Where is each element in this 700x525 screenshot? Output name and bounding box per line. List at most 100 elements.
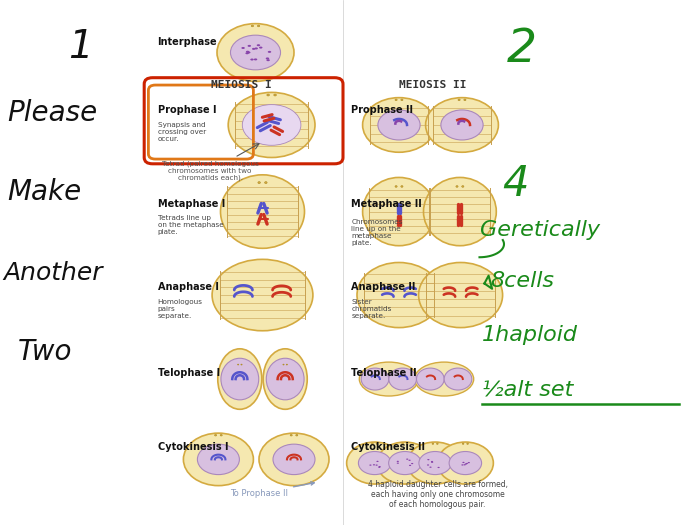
Ellipse shape [248, 45, 251, 47]
Text: 1: 1 [68, 28, 93, 66]
Ellipse shape [449, 452, 482, 475]
Text: 2: 2 [506, 27, 537, 72]
Ellipse shape [467, 443, 468, 444]
Text: Cytokinesis I: Cytokinesis I [158, 442, 228, 453]
Text: Make: Make [7, 177, 81, 206]
Ellipse shape [429, 467, 432, 468]
Ellipse shape [183, 433, 253, 486]
Ellipse shape [357, 262, 441, 328]
Ellipse shape [228, 92, 315, 158]
Ellipse shape [427, 459, 430, 460]
Ellipse shape [246, 52, 248, 54]
Text: Telophase II: Telophase II [351, 368, 417, 378]
Ellipse shape [407, 442, 463, 484]
Ellipse shape [361, 368, 388, 390]
Ellipse shape [268, 51, 271, 53]
Ellipse shape [259, 433, 329, 486]
Ellipse shape [257, 44, 260, 46]
Ellipse shape [441, 110, 483, 140]
Ellipse shape [419, 452, 452, 475]
Ellipse shape [252, 48, 256, 50]
Text: 8cells: 8cells [490, 271, 554, 291]
Ellipse shape [241, 364, 242, 365]
Ellipse shape [438, 442, 494, 484]
Ellipse shape [286, 364, 288, 365]
Ellipse shape [378, 110, 420, 140]
Text: 4 haploid daughter cells are formed,
each having only one chromosome
of each hom: 4 haploid daughter cells are formed, eac… [368, 480, 508, 509]
Ellipse shape [397, 463, 399, 464]
Ellipse shape [426, 98, 498, 152]
Ellipse shape [409, 465, 411, 466]
Ellipse shape [408, 460, 411, 461]
Ellipse shape [242, 104, 301, 145]
Ellipse shape [346, 442, 402, 484]
Ellipse shape [427, 465, 429, 466]
Ellipse shape [358, 452, 391, 475]
Ellipse shape [265, 182, 267, 184]
Text: Chromosomes
line up on the
metaphase
plate.: Chromosomes line up on the metaphase pla… [351, 219, 403, 246]
Ellipse shape [370, 465, 372, 466]
Ellipse shape [258, 25, 260, 27]
Text: Prophase II: Prophase II [351, 105, 414, 116]
Ellipse shape [431, 461, 433, 462]
Text: Sister
chromatids
separate.: Sister chromatids separate. [351, 299, 392, 319]
Ellipse shape [363, 177, 435, 246]
Ellipse shape [251, 58, 253, 60]
Ellipse shape [461, 464, 463, 466]
Ellipse shape [274, 94, 276, 96]
Text: Geretically: Geretically [480, 220, 599, 240]
Ellipse shape [397, 461, 399, 462]
Ellipse shape [432, 443, 434, 444]
Text: MEIOSIS II: MEIOSIS II [399, 80, 466, 90]
Ellipse shape [212, 259, 313, 331]
Ellipse shape [376, 443, 378, 444]
Text: 1haploid: 1haploid [482, 325, 578, 345]
Ellipse shape [468, 462, 470, 463]
Text: Synapsis and
crossing over
occur.: Synapsis and crossing over occur. [158, 122, 206, 142]
Text: Two: Two [18, 338, 72, 366]
Text: Tetrads line up
on the metaphase
plate.: Tetrads line up on the metaphase plate. [158, 215, 223, 235]
Ellipse shape [462, 443, 464, 444]
Ellipse shape [267, 94, 270, 96]
Ellipse shape [395, 186, 397, 187]
Text: Anaphase II: Anaphase II [351, 282, 416, 292]
Ellipse shape [266, 57, 270, 59]
Ellipse shape [295, 435, 298, 436]
Ellipse shape [254, 58, 258, 60]
Text: Telophase I: Telophase I [158, 368, 220, 378]
Text: To Prophase II: To Prophase II [230, 482, 314, 498]
Ellipse shape [273, 444, 315, 475]
Ellipse shape [258, 182, 260, 184]
Ellipse shape [401, 99, 403, 101]
Ellipse shape [246, 51, 249, 53]
Ellipse shape [218, 349, 262, 410]
Ellipse shape [220, 175, 304, 248]
Ellipse shape [267, 59, 270, 61]
Ellipse shape [251, 25, 253, 27]
Ellipse shape [416, 368, 444, 390]
Ellipse shape [463, 464, 466, 466]
Ellipse shape [283, 364, 284, 365]
Ellipse shape [401, 186, 403, 187]
Ellipse shape [373, 464, 375, 466]
Text: Metaphase I: Metaphase I [158, 198, 225, 209]
Ellipse shape [402, 443, 403, 444]
Ellipse shape [372, 443, 373, 444]
Text: Metaphase II: Metaphase II [351, 198, 422, 209]
Text: 4: 4 [503, 163, 529, 205]
Text: Another: Another [4, 261, 103, 285]
Ellipse shape [466, 463, 468, 464]
Ellipse shape [290, 435, 293, 436]
Ellipse shape [406, 458, 408, 460]
Ellipse shape [241, 47, 245, 49]
Ellipse shape [266, 358, 304, 400]
Text: Homologous
pairs
separate.: Homologous pairs separate. [158, 299, 202, 319]
Ellipse shape [406, 443, 408, 444]
Ellipse shape [414, 362, 474, 396]
Text: Tetrad (paired homologous
chromosomes with two
chromatids each).: Tetrad (paired homologous chromosomes wi… [162, 160, 258, 181]
Ellipse shape [377, 461, 379, 462]
Ellipse shape [217, 24, 294, 81]
Ellipse shape [411, 463, 413, 464]
Ellipse shape [389, 452, 421, 475]
Ellipse shape [437, 443, 438, 444]
